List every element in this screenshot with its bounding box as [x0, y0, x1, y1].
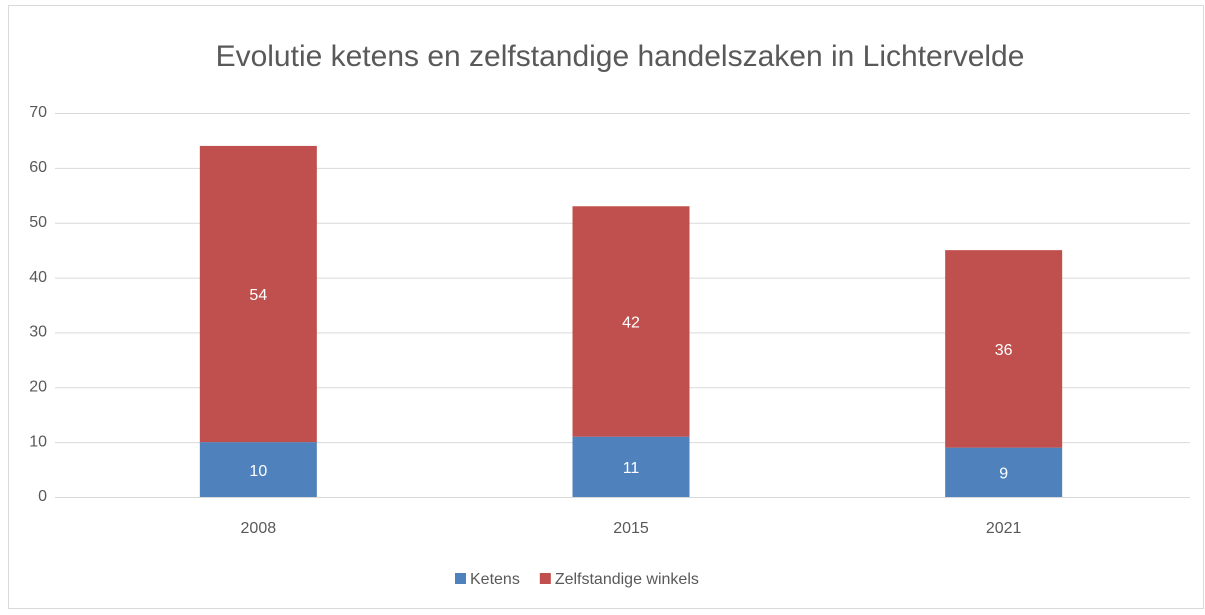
data-label: 11 [623, 460, 640, 477]
data-label: 10 [249, 463, 267, 480]
data-label: 42 [622, 315, 640, 332]
y-tick-label: 50 [29, 214, 47, 231]
x-tick-label: 2015 [613, 520, 649, 537]
x-tick-label: 2021 [986, 520, 1022, 537]
legend-swatch [455, 573, 466, 584]
chart-title: Evolutie ketens en zelfstandige handelsz… [216, 40, 1025, 73]
bar-segment [945, 447, 1063, 497]
y-tick-label: 60 [29, 159, 47, 176]
x-tick-label: 2008 [241, 520, 277, 537]
data-label: 9 [999, 466, 1008, 483]
data-label: 36 [995, 342, 1013, 359]
y-tick-label: 30 [29, 324, 47, 341]
y-tick-label: 20 [29, 379, 47, 396]
bar-segment [945, 250, 1063, 448]
legend-swatch [539, 573, 551, 584]
bar-segment [572, 436, 690, 497]
y-tick-label: 40 [29, 269, 47, 286]
legend-label: Zelfstandige winkels [555, 571, 699, 588]
y-tick-label: 70 [29, 104, 47, 121]
legend-label: Ketens [470, 571, 520, 588]
bar-segment [572, 206, 690, 437]
bar-segment [199, 145, 317, 443]
bar-segment [199, 442, 317, 497]
data-label: 54 [249, 287, 267, 304]
y-tick-label: 10 [29, 433, 47, 450]
y-tick-label: 0 [38, 488, 47, 505]
